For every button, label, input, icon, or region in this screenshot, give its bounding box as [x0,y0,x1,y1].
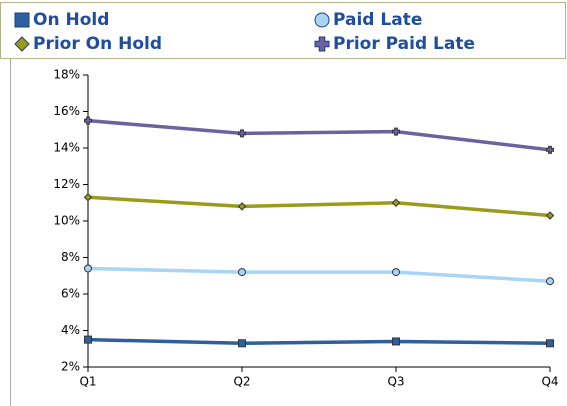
y-tick-label: 18% [53,68,80,82]
legend-label: Prior On Hold [33,34,162,54]
series-line [87,266,551,283]
y-tick-label: 8% [61,250,80,264]
data-point [84,335,92,344]
x-tick-label: Q3 [387,375,404,389]
legend-label: On Hold [33,10,109,30]
y-tick-label: 12% [53,177,80,191]
series-line [87,118,551,152]
data-point [546,339,554,348]
series-line [87,337,551,346]
data-point [84,264,92,273]
data-point [392,268,400,277]
x-tick-label: Q2 [233,375,250,389]
y-tick-label: 6% [61,287,80,301]
data-point [392,337,400,346]
y-tick-label: 4% [61,323,80,337]
y-tick-label: 14% [53,141,80,155]
legend-label: Prior Paid Late [333,34,475,54]
data-point [238,129,246,138]
y-tick-label: 10% [53,214,80,228]
series-line [87,195,551,218]
legend-box [0,2,566,59]
data-point [238,268,246,277]
legend-marker [314,12,330,28]
y-tick-label: 16% [53,104,80,118]
data-point [392,127,400,136]
data-point [546,145,554,154]
data-point [83,193,93,202]
data-point [237,202,247,211]
legend-marker [14,36,30,52]
data-point [391,198,401,207]
x-tick-label: Q4 [541,375,558,389]
legend-marker [314,36,330,52]
data-point [546,277,554,286]
data-point [84,116,92,125]
legend-label: Paid Late [333,10,422,30]
data-point [238,339,246,348]
data-point [545,211,555,220]
legend-marker [14,12,30,28]
x-tick-label: Q1 [79,375,96,389]
y-tick-label: 2% [61,360,80,374]
